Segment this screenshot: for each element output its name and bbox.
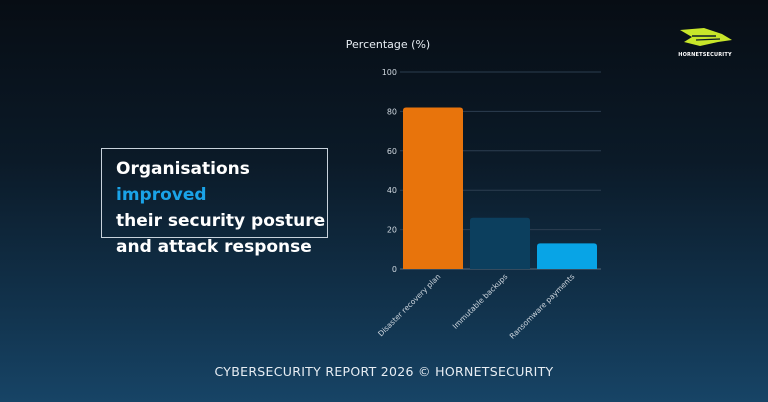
- footer-text: CYBERSECURITY REPORT 2026 © HORNETSECURI…: [214, 364, 554, 379]
- logo-text: HORNETSECURITY: [678, 52, 732, 58]
- headline-text-1: Organisations: [116, 159, 250, 179]
- headline-text-3: and attack response: [116, 237, 312, 257]
- x-tick-label: Disaster recovery plan: [376, 272, 442, 338]
- x-tick-label: Immutable backups: [451, 272, 510, 331]
- y-tick-label: 60: [387, 147, 397, 156]
- y-tick-label: 0: [392, 265, 397, 274]
- y-tick-label: 80: [387, 107, 397, 116]
- y-tick-label: 40: [387, 186, 397, 195]
- bar: [403, 107, 463, 270]
- headline-text-2: their security posture: [116, 211, 326, 231]
- y-tick-label: 100: [382, 68, 397, 77]
- hornet-icon: [680, 28, 732, 46]
- x-tick-label: Ransomware payments: [508, 272, 577, 341]
- headline-highlight: improved: [116, 185, 207, 205]
- y-tick-label: 20: [387, 226, 397, 235]
- y-axis-label: Percentage (%): [346, 38, 430, 51]
- hornetsecurity-logo: HORNETSECURITY: [670, 24, 740, 60]
- bar: [537, 243, 597, 269]
- bar: [470, 217, 530, 269]
- headline-callout: Organisations improved their security po…: [101, 148, 328, 257]
